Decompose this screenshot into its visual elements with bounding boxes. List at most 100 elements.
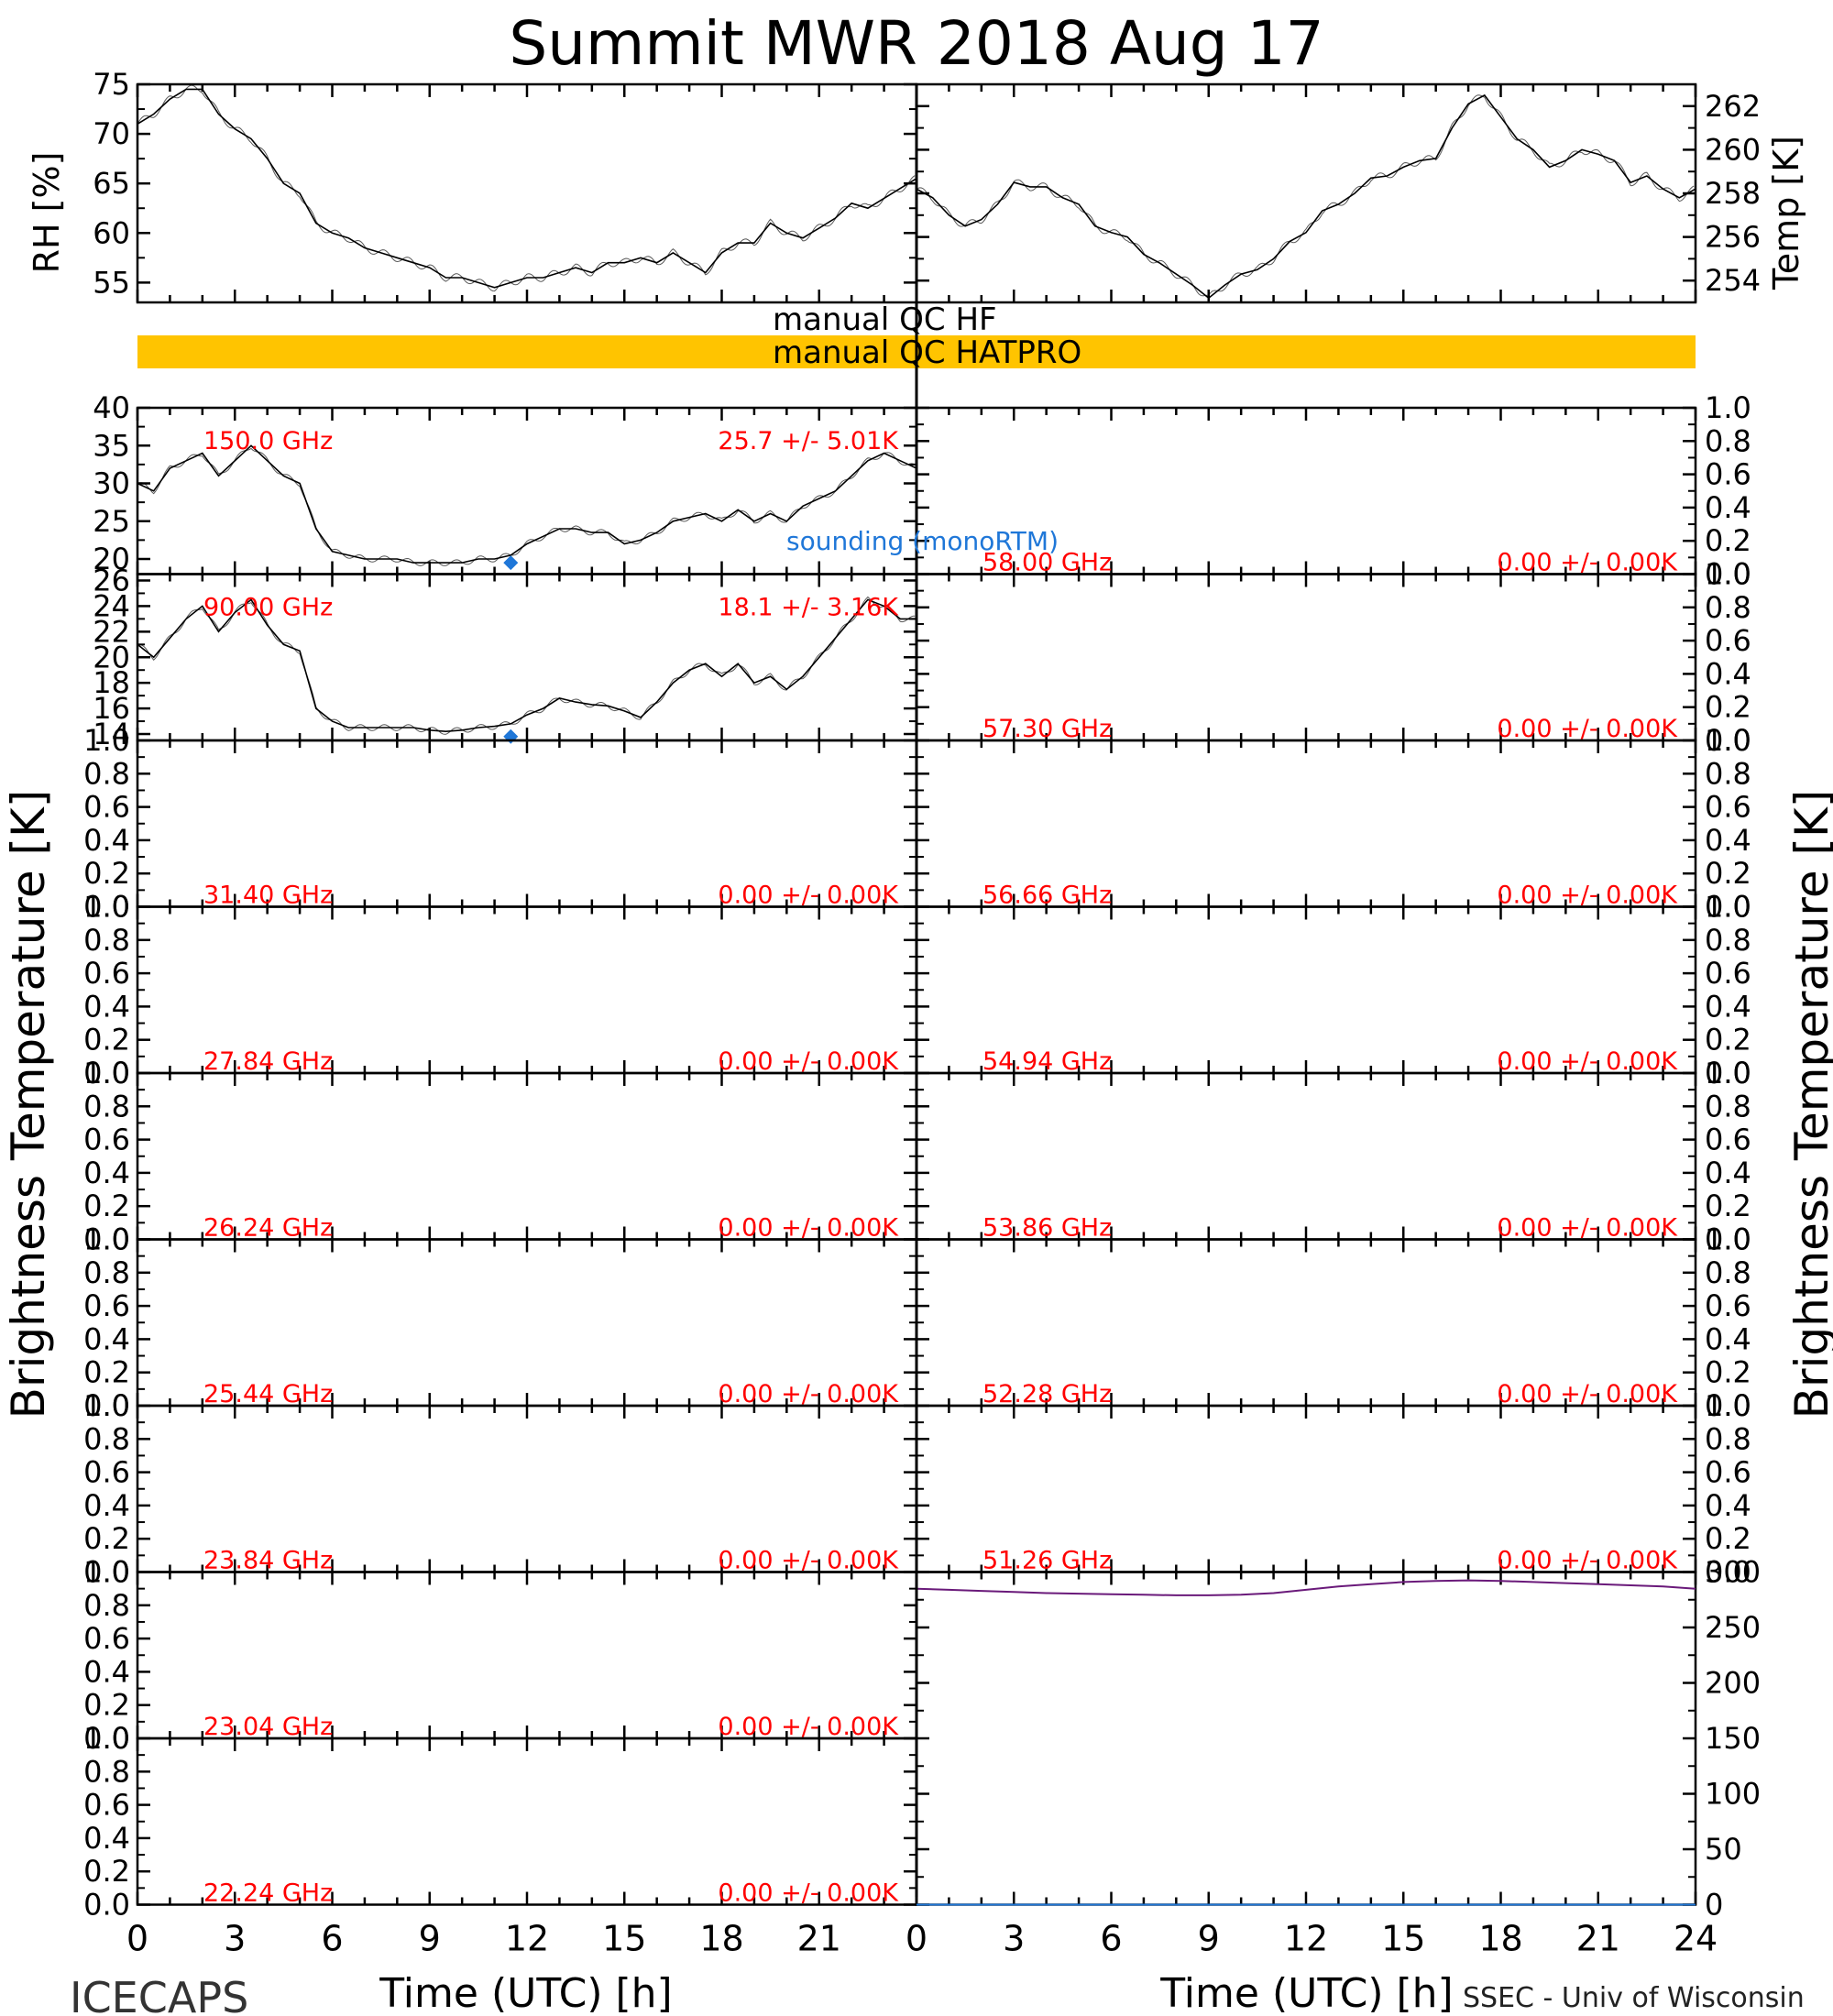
x-tick-label: 24 (1674, 1919, 1718, 1959)
qc-hf-label: manual QC HF (773, 301, 997, 338)
series-noise-rh (137, 84, 916, 292)
y-tick-label: 0.0 (1705, 1388, 1751, 1423)
panel-r57: 0.00.20.40.60.81.057.30 GHz 0.00 +/- 0.00… (915, 557, 1751, 758)
y-tick-label: 0.6 (1705, 1288, 1751, 1323)
panel-l230: 0.00.20.40.60.81.023.04 GHz 0.00 +/- 0.00… (83, 1555, 918, 1756)
y-tick-label: 0.0 (1705, 557, 1751, 592)
channel-stat: 0.00 +/- 0.00K (1497, 1214, 1678, 1243)
panel-l26: 0.00.20.40.60.81.026.24 GHz 0.00 +/- 0.00… (83, 1056, 918, 1257)
y-tick-label: 150 (1705, 1721, 1761, 1756)
panel-r56: 0.00.20.40.60.81.056.66 GHz 0.00 +/- 0.00… (915, 723, 1751, 925)
x-tick-label: 6 (1100, 1919, 1122, 1959)
y-tick-label: 0.4 (83, 823, 130, 858)
y-tick-label: 1.0 (1705, 390, 1751, 425)
panel-r51: 0.00.20.40.60.81.051.26 GHz 0.00 +/- 0.00… (915, 1388, 1751, 1590)
channel-stat: 0.00 +/- 0.00K (718, 1879, 899, 1908)
series-line-blackbody-hf (916, 1579, 1696, 1596)
y-tick-label: 16 (93, 691, 130, 726)
y-tick-label: 0.4 (83, 1321, 130, 1356)
y-tick-label: 0.6 (83, 790, 130, 825)
y-tick-label: 1.0 (83, 1222, 130, 1257)
y-tick-label: 0.6 (83, 1123, 130, 1157)
panel-l25: 0.00.20.40.60.81.025.44 GHz 0.00 +/- 0.00… (83, 1222, 918, 1423)
temp-axis-title: Temp [K] (1766, 136, 1806, 290)
channel-label: 54.94 GHz (982, 1047, 1112, 1076)
y-tick-label: 0.8 (1705, 1421, 1751, 1456)
y-tick-label: 0.6 (83, 1288, 130, 1323)
y-tick-label: 0.2 (83, 856, 130, 891)
figure-title: Summit MWR 2018 Aug 17 (509, 8, 1323, 79)
y-tick-label: 0.4 (1705, 989, 1751, 1024)
y-tick-label: 250 (1705, 1610, 1761, 1645)
y-tick-label: 260 (1705, 132, 1761, 167)
y-tick-label: 0.8 (1705, 756, 1751, 791)
panel-frame (915, 1571, 1697, 1906)
y-tick-label: 26 (93, 563, 130, 597)
panel-temp: 254 256 258 260 262 (915, 82, 1761, 304)
channel-stat: 0.00 +/- 0.00K (1497, 549, 1678, 577)
channel-label: 58.00 GHz (982, 549, 1112, 577)
x-tick-label: 21 (1576, 1919, 1620, 1959)
channel-label: 56.66 GHz (982, 882, 1112, 910)
sounding-marker (503, 555, 519, 571)
x-tick-label: 3 (1003, 1919, 1025, 1959)
y-tick-label: 0.6 (1705, 1123, 1751, 1157)
y-tick-label: 1.0 (1705, 557, 1751, 592)
x-tick-label: 15 (602, 1919, 646, 1959)
y-tick-label: 20 (93, 640, 130, 674)
channel-stat: 0.00 +/- 0.00K (718, 1713, 899, 1741)
y-tick-label: 0.2 (1705, 1355, 1751, 1390)
x-tick-label: 15 (1381, 1919, 1425, 1959)
series-noise-ch150 (137, 447, 916, 566)
y-tick-label: 0.2 (83, 1189, 130, 1223)
y-tick-label: 1.0 (1705, 1222, 1751, 1257)
channel-stat: 0.00 +/- 0.00K (1497, 1047, 1678, 1076)
y-tick-label: 0.0 (83, 890, 130, 925)
y-tick-label: 254 (1705, 263, 1761, 298)
y-tick-label: 0.6 (1705, 457, 1751, 492)
series-line-rh (137, 88, 917, 289)
panel-frame (915, 82, 1697, 304)
y-tick-label: 0.4 (83, 1488, 130, 1523)
channel-label: 150.0 GHz (203, 427, 333, 455)
y-tick-label: 0.0 (83, 1721, 130, 1756)
channel-stat: 0.00 +/- 0.00K (718, 1214, 899, 1243)
y-tick-label: 1.0 (83, 723, 130, 758)
y-tick-label: 1.0 (1705, 1388, 1751, 1423)
y-tick-label: 0.8 (1705, 590, 1751, 625)
y-tick-label: 0.8 (1705, 923, 1751, 958)
panel-r54: 0.00.20.40.60.81.054.94 GHz 0.00 +/- 0.00… (915, 890, 1751, 1090)
x-tick-label: 0 (126, 1919, 148, 1959)
y-tick-label: 14 (93, 717, 130, 751)
y-tick-label: 0.6 (83, 956, 130, 991)
x-tick-label: 12 (505, 1919, 549, 1959)
x-tick-label: 9 (419, 1919, 441, 1959)
series-line-temp (916, 93, 1696, 300)
channel-label: 27.84 GHz (203, 1047, 333, 1076)
y-tick-label: 35 (93, 428, 130, 463)
y-tick-label: 0.2 (83, 1355, 130, 1390)
panel-frame (136, 82, 918, 304)
channel-label: 90.00 GHz (203, 594, 333, 622)
x-tick-label: 6 (321, 1919, 343, 1959)
y-tick-label: 0.4 (83, 989, 130, 1024)
y-tick-label: 0.0 (1705, 723, 1751, 758)
panel-l27: 0.00.20.40.60.81.027.84 GHz 0.00 +/- 0.00… (83, 890, 918, 1090)
y-tick-label: 60 (93, 215, 130, 250)
y-tick-label: 18 (93, 665, 130, 700)
x-axis-title-left: Time (UTC) [h] (379, 1970, 672, 2016)
y-tick-label: 1.0 (83, 890, 130, 925)
y-tick-label: 0.2 (1705, 1521, 1751, 1556)
y-tick-label: 0.2 (83, 1688, 130, 1723)
y-tick-label: 1.0 (1705, 1056, 1751, 1090)
channel-label: 51.26 GHz (982, 1547, 1112, 1575)
y-tick-label: 0.8 (83, 923, 130, 958)
y-tick-label: 0.8 (1705, 1089, 1751, 1123)
y-tick-label: 1.0 (1705, 890, 1751, 925)
y-tick-label: 0.6 (83, 1788, 130, 1823)
y-tick-label: 0.8 (83, 1089, 130, 1123)
y-tick-label: 20 (93, 542, 130, 576)
sounding-marker (503, 729, 519, 744)
